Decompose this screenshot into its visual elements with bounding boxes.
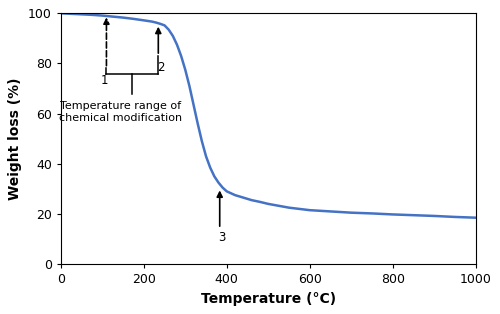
Text: 2: 2 <box>157 61 164 74</box>
Text: 3: 3 <box>218 231 225 245</box>
Y-axis label: Weight loss (%): Weight loss (%) <box>8 78 22 200</box>
Text: Temperature range of
chemical modification: Temperature range of chemical modificati… <box>60 101 182 123</box>
X-axis label: Temperature (°C): Temperature (°C) <box>200 292 336 306</box>
Text: 1: 1 <box>101 73 108 87</box>
